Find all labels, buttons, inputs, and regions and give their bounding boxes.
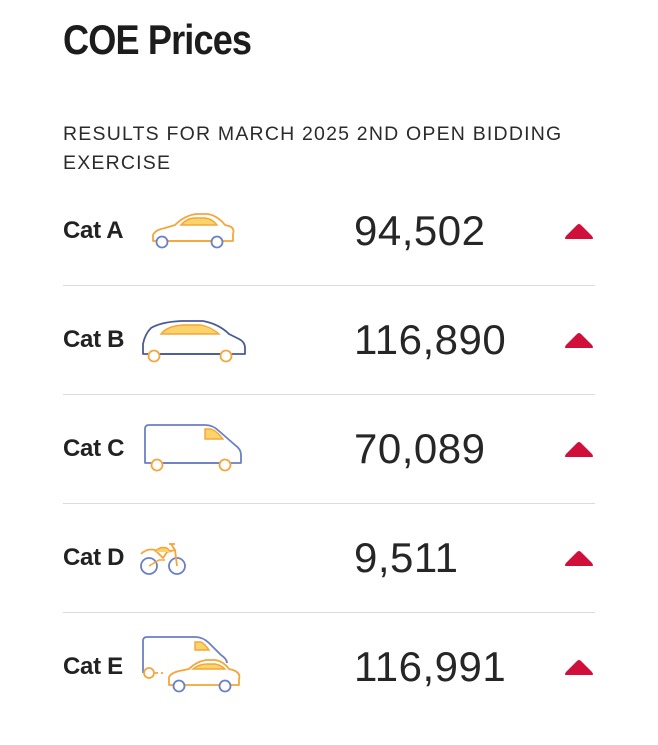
coe-price-value: 70,089 bbox=[354, 425, 486, 472]
trend-up-icon bbox=[563, 222, 595, 242]
coe-price-value: 9,511 bbox=[354, 534, 459, 581]
category-label: Cat B bbox=[63, 326, 125, 353]
coe-prices-widget: COE Prices RESULTS FOR MARCH 2025 2ND OP… bbox=[63, 0, 595, 693]
category-row-cat-a: Cat A 94,502 bbox=[63, 177, 595, 286]
page-title: COE Prices bbox=[63, 16, 252, 63]
motorcycle-icon bbox=[137, 524, 249, 592]
open-category-icon bbox=[137, 633, 249, 701]
coe-price-value: 116,991 bbox=[354, 643, 507, 690]
trend-up-icon bbox=[563, 331, 595, 351]
category-row-cat-d: Cat D 9,511 bbox=[63, 504, 595, 613]
category-row-cat-e: Cat E 116,991 bbox=[63, 613, 595, 721]
category-label: Cat C bbox=[63, 435, 125, 462]
coe-price-value: 94,502 bbox=[354, 207, 486, 254]
trend-up-icon bbox=[563, 440, 595, 460]
coe-price-value: 116,890 bbox=[354, 316, 507, 363]
category-row-cat-c: Cat C 70,089 bbox=[63, 395, 595, 504]
coe-category-list: Cat A 94,502 Cat B bbox=[63, 177, 595, 721]
trend-up-icon bbox=[563, 658, 595, 678]
goods-van-icon bbox=[137, 415, 249, 483]
large-car-icon bbox=[137, 306, 249, 374]
trend-up-icon bbox=[563, 549, 595, 569]
category-label: Cat E bbox=[63, 653, 123, 680]
category-label: Cat A bbox=[63, 217, 124, 244]
results-subtitle: RESULTS FOR MARCH 2025 2ND OPEN BIDDING … bbox=[63, 123, 563, 174]
category-label: Cat D bbox=[63, 544, 125, 571]
category-row-cat-b: Cat B 116,890 bbox=[63, 286, 595, 395]
sedan-car-icon bbox=[137, 197, 249, 265]
